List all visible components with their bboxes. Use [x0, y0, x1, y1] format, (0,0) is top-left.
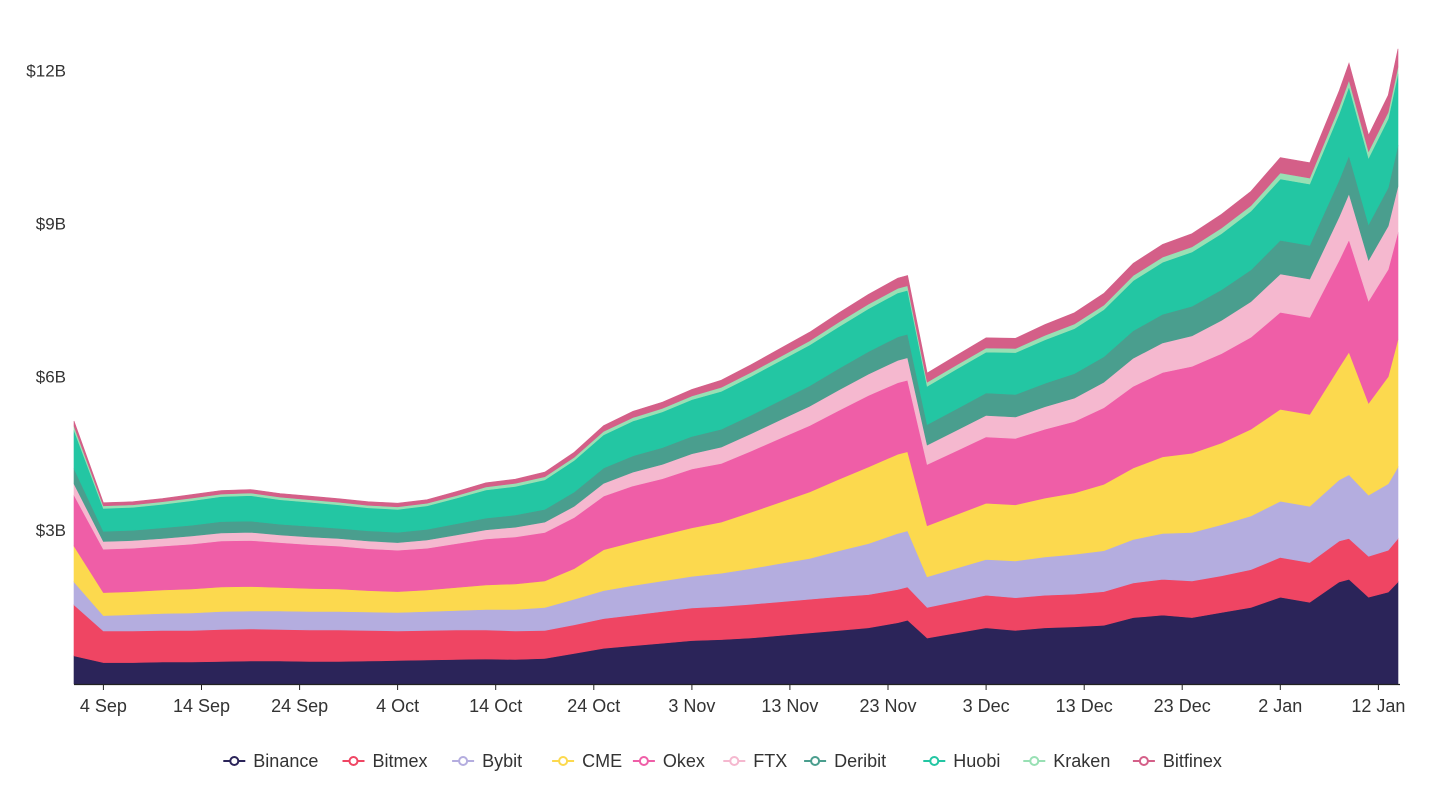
- legend-marker: [348, 756, 359, 766]
- legend-label: Kraken: [1053, 751, 1110, 771]
- legend-label: Okex: [663, 751, 705, 771]
- legend-marker: [1138, 756, 1149, 766]
- area-bitfinex: [73, 48, 1399, 508]
- x-tick-label: 23 Dec: [1154, 696, 1211, 716]
- x-tick-label: 13 Dec: [1056, 696, 1113, 716]
- y-axis: $3B $6B $9B $12B: [26, 61, 66, 540]
- x-tick-label: 4 Sep: [80, 696, 127, 716]
- legend-marker: [1029, 756, 1040, 766]
- legend-item-cme[interactable]: CME: [552, 751, 622, 771]
- legend: Binance Bitmex Bybit CME Okex FTX Deribit Huobi…: [223, 751, 1222, 771]
- x-tick-label: 14 Sep: [173, 696, 230, 716]
- legend-label: Bitfinex: [1163, 751, 1222, 771]
- legend-marker: [810, 756, 821, 766]
- x-tick-label: 23 Nov: [859, 696, 916, 716]
- legend-marker: [229, 756, 240, 766]
- x-tick-label: 13 Nov: [761, 696, 818, 716]
- x-tick-label: 24 Oct: [567, 696, 620, 716]
- legend-label: Deribit: [834, 751, 886, 771]
- legend-label: Binance: [253, 751, 318, 771]
- x-tick-label: 12 Jan: [1351, 696, 1405, 716]
- x-tick-label: 3 Nov: [668, 696, 715, 716]
- legend-marker: [638, 756, 649, 766]
- legend-label: CME: [582, 751, 622, 771]
- legend-item-huobi[interactable]: Huobi: [923, 751, 1000, 771]
- legend-item-binance[interactable]: Binance: [223, 751, 318, 771]
- y-tick-label: $12B: [26, 61, 66, 80]
- legend-label: FTX: [753, 751, 787, 771]
- x-tick-label: 14 Oct: [469, 696, 522, 716]
- y-tick-label: $9B: [36, 215, 66, 234]
- y-tick-label: $3B: [36, 521, 66, 540]
- legend-marker: [929, 756, 940, 766]
- legend-label: Huobi: [953, 751, 1000, 771]
- legend-item-kraken[interactable]: Kraken: [1023, 751, 1110, 771]
- area-series-group: [73, 48, 1399, 685]
- x-tick-label: 3 Dec: [963, 696, 1010, 716]
- legend-item-okex[interactable]: Okex: [632, 751, 705, 771]
- legend-item-bitmex[interactable]: Bitmex: [342, 751, 428, 771]
- legend-item-ftx[interactable]: FTX: [723, 751, 787, 771]
- legend-item-bitfinex[interactable]: Bitfinex: [1132, 751, 1222, 771]
- legend-label: Bitmex: [373, 751, 428, 771]
- y-tick-label: $6B: [36, 368, 66, 387]
- x-tick-label: 4 Oct: [376, 696, 419, 716]
- legend-item-deribit[interactable]: Deribit: [804, 751, 886, 771]
- x-tick-label: 24 Sep: [271, 696, 328, 716]
- x-tick-label: 2 Jan: [1258, 696, 1302, 716]
- legend-marker: [729, 756, 740, 766]
- legend-label: Bybit: [482, 751, 522, 771]
- legend-marker: [458, 756, 469, 766]
- legend-marker: [558, 756, 569, 766]
- x-axis: 4 Sep 14 Sep 24 Sep 4 Oct 14 Oct 24 Oct 3 Nov 1…: [74, 683, 1405, 716]
- legend-item-bybit[interactable]: Bybit: [452, 751, 522, 771]
